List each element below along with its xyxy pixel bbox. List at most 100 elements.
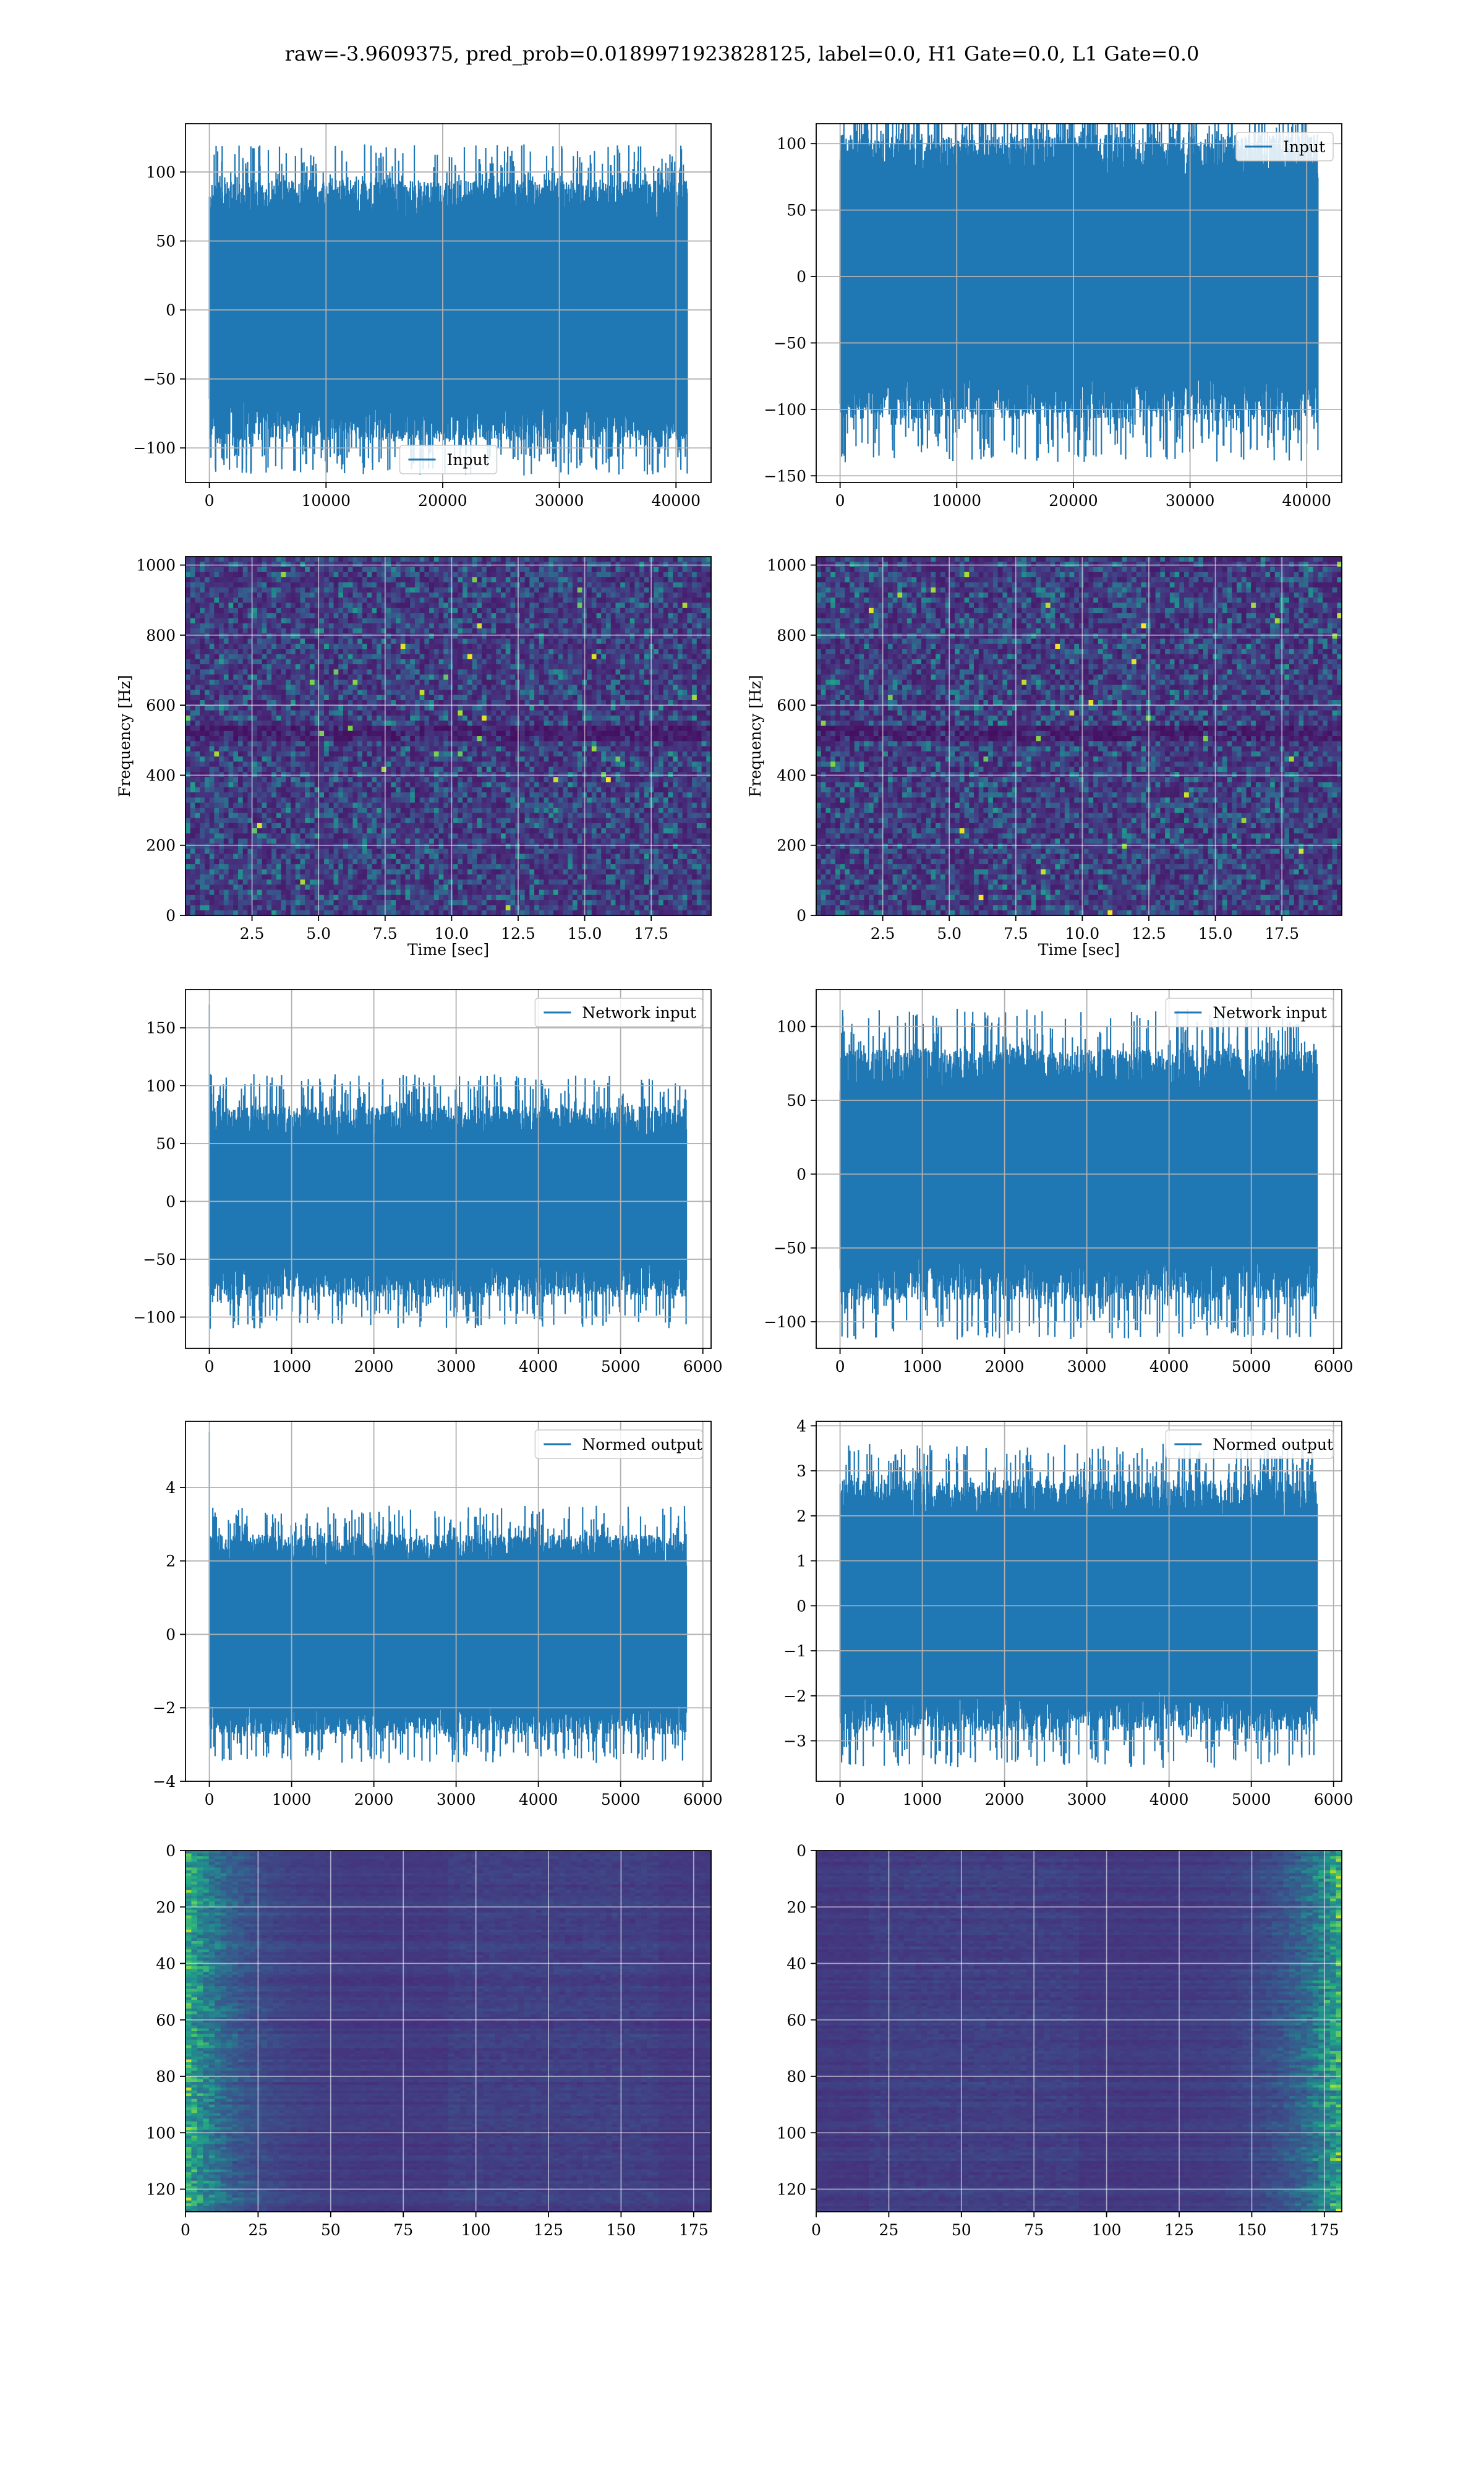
y-tick-label: −150 [764, 467, 806, 485]
y-tick-label: 20 [156, 1898, 176, 1916]
legend-l1-network-input: Network input [1165, 998, 1334, 1027]
x-tick-label: 2000 [354, 1358, 394, 1376]
x-tick-label: 2.5 [871, 925, 895, 943]
y-tick-label: 1 [796, 1552, 806, 1570]
axes-frame [816, 1850, 1342, 2212]
x-tick-label: 0 [205, 492, 215, 510]
chart-panel-h1-normed-output: 0 1000 2000 3000 4000 5000 6000 −4 −2 0 2 4 Normed o… [153, 1421, 723, 1808]
x-tick-label: 5000 [601, 1358, 641, 1376]
y-tick-label: 2 [796, 1507, 806, 1525]
x-tick-label: 0 [205, 1358, 215, 1376]
y-tick-label: 80 [787, 2068, 806, 2086]
y-tick-label: 0 [166, 1625, 176, 1643]
legend-label: Input [447, 451, 489, 469]
x-tick-label: 5.0 [937, 925, 962, 943]
line-series-h1-normed-output [208, 1432, 688, 1763]
chart-panel-h1-network-input: 0 1000 2000 3000 4000 5000 6000 −100 −50 0 50 100 15… [133, 989, 723, 1376]
legend-box [1235, 132, 1334, 161]
y-tick-label: −50 [143, 1251, 176, 1269]
y-tick-label: 100 [777, 1018, 806, 1036]
x-tick-label: 100 [461, 2221, 491, 2239]
y-tick-label: −100 [133, 1308, 176, 1326]
x-tick-label: 6000 [683, 1358, 723, 1376]
y-tick-label: 60 [156, 2011, 176, 2029]
x-tick-label: 30000 [1166, 492, 1215, 510]
chart-panel-l1-network-input: 0 1000 2000 3000 4000 5000 6000 −100 −50 0 50 100 Ne… [764, 989, 1354, 1376]
y-tick-label: −2 [153, 1699, 176, 1717]
x-tick-label: 75 [1024, 2221, 1044, 2239]
y-tick-label: 40 [156, 1955, 176, 1973]
x-tick-label: 30000 [535, 492, 584, 510]
grid-l1-input [816, 124, 1342, 482]
x-tick-label: 40000 [1282, 492, 1331, 510]
y-tick-label: 120 [146, 2181, 176, 2199]
y-tick-label: 50 [156, 233, 176, 250]
grid-h1-network-input [186, 990, 711, 1348]
x-tick-label: 1000 [272, 1791, 312, 1808]
chart-panel-l1-normed-output: 0 1000 2000 3000 4000 5000 6000 −3 −2 −1 0 1 2 3 4 Norm… [783, 1417, 1353, 1808]
axes-frame [816, 556, 1342, 916]
y-tick-label: 50 [156, 1135, 176, 1153]
y-tick-label: 3 [796, 1462, 806, 1480]
y-tick-label: 4 [796, 1417, 806, 1435]
x-tick-label: 12.5 [1132, 925, 1166, 943]
y-tick-label: 80 [156, 2068, 176, 2086]
x-tick-label: 6000 [1314, 1791, 1354, 1808]
y-tick-label: 1000 [767, 557, 806, 575]
y-tick-label: 1000 [136, 557, 176, 575]
x-tick-label: 6000 [683, 1791, 723, 1808]
y-tick-label: −4 [153, 1773, 176, 1791]
y-tick-label: 0 [796, 1165, 806, 1183]
y-axis-label: Frequency [Hz] [746, 675, 764, 797]
y-tick-label: 400 [777, 766, 806, 784]
y-tick-label: 100 [777, 135, 806, 153]
x-tick-label: 50 [321, 2221, 341, 2239]
axes-frame [185, 123, 712, 483]
y-tick-label: 400 [146, 766, 176, 784]
chart-panel-h1-feature-map: 0 25 50 75 100 125 150 175 0 20 40 60 80 100 120 [146, 1842, 712, 2239]
legend-h1-network-input: Network input [534, 998, 703, 1027]
x-tick-label: 0 [835, 1791, 845, 1808]
x-tick-label: 12.5 [501, 925, 535, 943]
y-tick-label: 0 [796, 907, 806, 925]
legend-box [399, 445, 498, 474]
x-tick-label: 3000 [1067, 1791, 1107, 1808]
axes-frame [185, 1850, 712, 2212]
heatmap-h1-spectrogram [186, 557, 711, 915]
x-tick-label: 0 [835, 1358, 845, 1376]
x-tick-label: 0 [811, 2221, 821, 2239]
y-tick-label: 40 [787, 1955, 806, 1973]
y-tick-label: 600 [777, 696, 806, 714]
x-tick-label: 15.0 [1198, 925, 1233, 943]
y-tick-label: 0 [796, 268, 806, 286]
x-tick-label: 7.5 [373, 925, 398, 943]
x-tick-label: 20000 [418, 492, 467, 510]
heatmap-h1-feature-map [186, 1851, 711, 2212]
y-tick-label: 0 [166, 1192, 176, 1210]
x-tick-label: 0 [181, 2221, 190, 2239]
y-tick-label: −100 [764, 1313, 806, 1331]
x-tick-label: 1000 [903, 1791, 942, 1808]
x-axis-label: Time [sec] [1038, 941, 1120, 959]
x-tick-label: 25 [879, 2221, 898, 2239]
x-tick-label: 40000 [651, 492, 701, 510]
x-tick-label: 1000 [272, 1358, 312, 1376]
x-tick-label: 6000 [1314, 1358, 1354, 1376]
chart-panel-h1-spectrogram: 2.5 5.0 7.5 10.0 12.5 15.0 17.5 0 200 400 600 800 10… [116, 556, 712, 959]
x-tick-label: 3000 [437, 1358, 476, 1376]
y-tick-label: 0 [796, 1842, 806, 1860]
legend-label: Network input [1213, 1004, 1326, 1022]
heatmap-l1-spectrogram [816, 557, 1342, 915]
axes-frame [816, 989, 1342, 1349]
x-tick-label: 125 [534, 2221, 563, 2239]
legend-label: Input [1283, 138, 1325, 156]
chart-panel-l1-input: 0 10000 20000 30000 40000 −150 −100 −50 0 50 100 In… [764, 123, 1342, 510]
x-tick-label: 175 [679, 2221, 709, 2239]
y-tick-label: 4 [166, 1479, 176, 1497]
legend-box [534, 998, 703, 1027]
chart-panel-h1-input: 0 10000 20000 30000 40000 −100 −50 0 50 100 Input [133, 123, 712, 510]
legend-h1-normed-output: Normed output [534, 1429, 703, 1459]
x-tick-label: 50 [952, 2221, 971, 2239]
x-tick-label: 5.0 [306, 925, 331, 943]
y-tick-label: −50 [774, 334, 806, 352]
